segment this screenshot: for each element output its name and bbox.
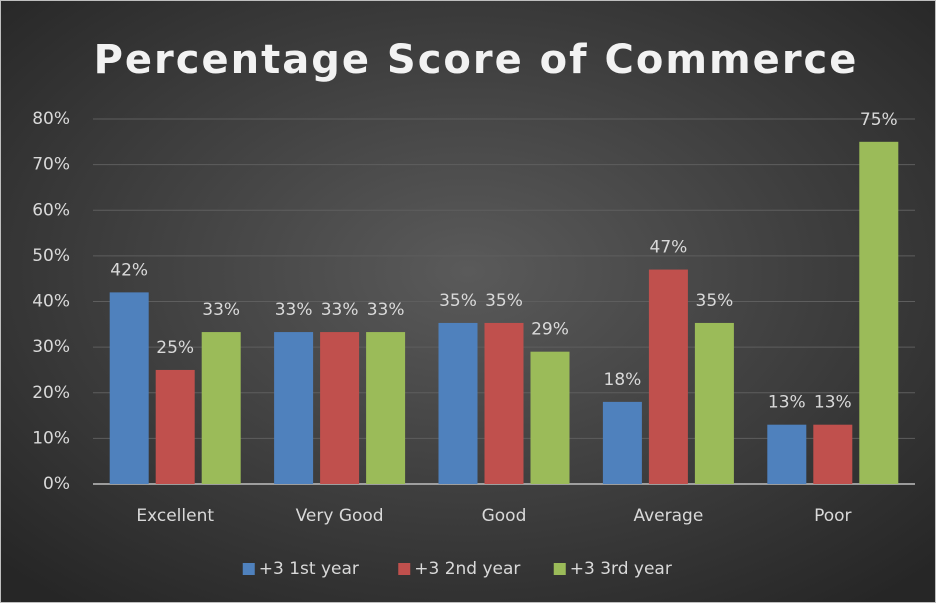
- y-tick-label: 20%: [32, 383, 70, 403]
- bar: [320, 332, 360, 484]
- x-tick-label: Excellent: [136, 506, 214, 526]
- x-tick-label: Average: [633, 506, 703, 526]
- legend-swatch: [398, 563, 411, 575]
- data-label: 13%: [768, 393, 806, 413]
- bar: [484, 322, 524, 484]
- bar: [438, 322, 478, 484]
- y-tick-label: 70%: [32, 155, 70, 175]
- legend-label: +3 3rd year: [570, 559, 672, 579]
- bar: [366, 332, 406, 484]
- bar: [109, 292, 149, 484]
- bar: [813, 424, 853, 484]
- data-label: 35%: [696, 291, 734, 311]
- legend-label: +3 1st year: [259, 559, 359, 579]
- legend-swatch: [242, 563, 255, 575]
- bar: [274, 332, 314, 484]
- bar: [530, 351, 570, 484]
- y-tick-label: 0%: [43, 474, 70, 494]
- x-tick-label: Good: [482, 506, 527, 526]
- data-label: 47%: [650, 238, 688, 258]
- data-label: 13%: [814, 393, 852, 413]
- bar: [694, 322, 734, 484]
- y-tick-label: 60%: [32, 200, 70, 220]
- data-label: 33%: [321, 300, 359, 320]
- data-label: 25%: [156, 338, 194, 358]
- y-tick-label: 50%: [32, 246, 70, 266]
- y-tick-label: 30%: [32, 337, 70, 357]
- data-label: 75%: [860, 110, 898, 130]
- legend-swatch: [553, 563, 566, 575]
- bar: [648, 269, 688, 484]
- data-label: 18%: [604, 370, 642, 390]
- data-label: 35%: [439, 291, 477, 311]
- bar: [201, 332, 241, 484]
- data-label: 42%: [110, 260, 148, 280]
- y-tick-label: 10%: [32, 428, 70, 448]
- bar: [767, 424, 807, 484]
- data-label: 29%: [531, 320, 569, 340]
- data-label: 33%: [202, 300, 240, 320]
- bar: [155, 369, 195, 484]
- x-tick-label: Very Good: [296, 506, 384, 526]
- y-tick-label: 40%: [32, 292, 70, 312]
- y-tick-label: 80%: [32, 109, 70, 129]
- legend-label: +3 2nd year: [414, 559, 520, 579]
- chart-title: Percentage Score of Commerce: [94, 37, 859, 83]
- bar: [602, 401, 642, 484]
- data-label: 33%: [367, 300, 405, 320]
- data-label: 33%: [275, 300, 313, 320]
- data-label: 35%: [485, 291, 523, 311]
- bar: [859, 141, 899, 484]
- x-tick-label: Poor: [814, 506, 851, 526]
